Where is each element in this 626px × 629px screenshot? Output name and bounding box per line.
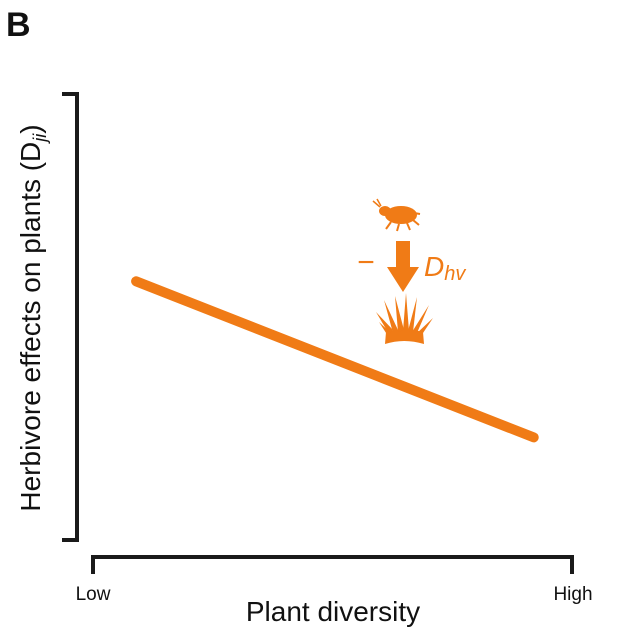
x-axis [91,555,574,574]
y-axis-title-main: Herbivore effects on plants (D [15,142,46,512]
annotation-sign: − [357,246,375,279]
panel-label: B [6,6,31,44]
y-axis-title: Herbivore effects on plants (Dji) [15,124,50,511]
y-axis-title-close: ) [15,124,46,133]
annotation-subscript: hv [444,263,466,285]
annotation-label: Dhv [424,251,466,285]
series-line [131,276,539,443]
x-axis-title: Plant diversity [246,596,420,627]
annotation-symbol: D [424,251,444,282]
x-tick-label-high: High [553,584,592,605]
y-axis [62,92,79,542]
y-axis-title-subscript: ji [30,133,50,145]
grass-plant-icon [376,293,433,344]
herbivore-bug-icon [372,198,421,232]
arrow-down-icon [387,241,419,292]
x-tick-label-low: Low [76,584,111,605]
